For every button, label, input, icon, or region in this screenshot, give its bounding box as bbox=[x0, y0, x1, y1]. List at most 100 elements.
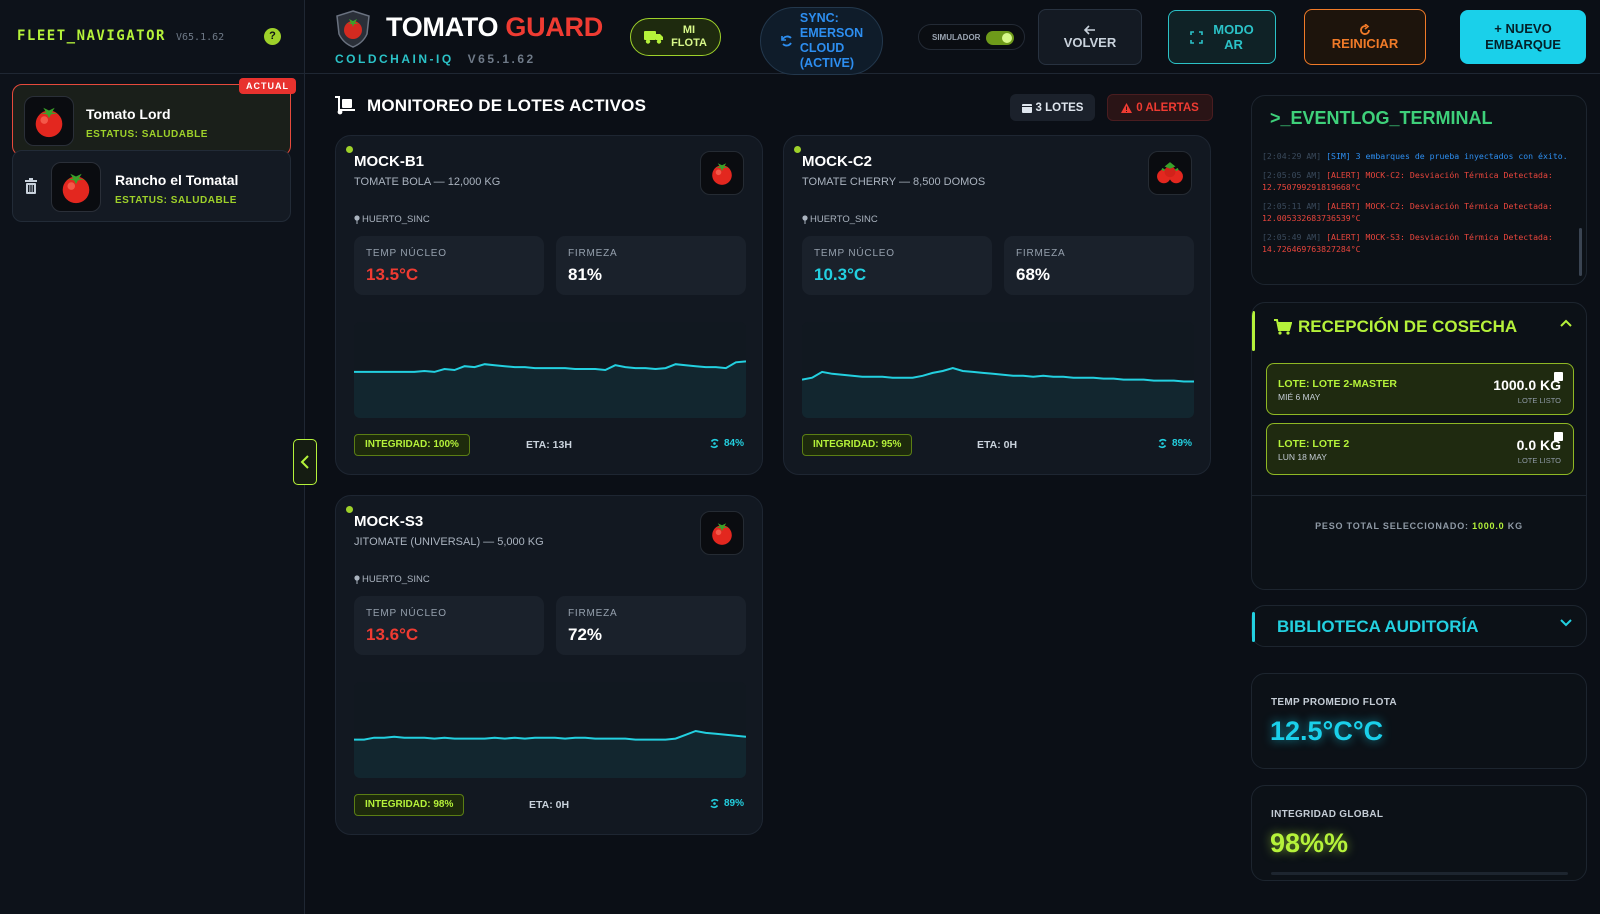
brand-title: TOMATO GUARD bbox=[386, 12, 603, 42]
box-icon bbox=[1021, 103, 1032, 113]
audit-library-panel[interactable]: BIBLIOTECA AUDITORÍA bbox=[1251, 605, 1587, 647]
firmness-metric: FIRMEZA 72% bbox=[556, 596, 746, 655]
simulator-toggle[interactable]: SIMULADOR bbox=[918, 24, 1025, 50]
card-footer: INTEGRIDAD: 95% ETA: 0H 89% bbox=[784, 434, 1210, 458]
shipment-card-mock-b1[interactable]: MOCK-B1 TOMATE BOLA — 12,000 KG HUERTO_S… bbox=[335, 135, 763, 475]
core-temp-metric: TEMP NÚCLEO 13.6°C bbox=[354, 596, 544, 655]
shipment-id: MOCK-C2 bbox=[802, 153, 872, 170]
status-dot bbox=[346, 506, 353, 513]
divider bbox=[1252, 495, 1586, 496]
audit-library-title: BIBLIOTECA AUDITORÍA bbox=[1277, 617, 1479, 636]
lot-checkbox[interactable] bbox=[1554, 432, 1563, 441]
alerts-count-badge[interactable]: 0 ALERTAS bbox=[1107, 94, 1213, 121]
my-fleet-button[interactable]: MI FLOTA bbox=[630, 18, 721, 56]
integrity-badge: INTEGRIDAD: 100% bbox=[354, 434, 470, 456]
refresh-icon bbox=[1360, 23, 1370, 35]
card-footer: INTEGRIDAD: 98% ETA: 0H 89% bbox=[336, 794, 762, 818]
chevron-up-icon[interactable] bbox=[1560, 319, 1572, 327]
eta-label: ETA: 0H bbox=[976, 439, 1018, 451]
trash-icon[interactable] bbox=[24, 178, 38, 194]
core-temp-metric: TEMP NÚCLEO 10.3°C bbox=[802, 236, 992, 295]
log-line: [2:05:11 AM] [ALERT] MOCK-C2: Desviación… bbox=[1262, 201, 1553, 223]
fleet-avg-temp-card: TEMP PROMEDIO FLOTA 12.5°C°C bbox=[1251, 673, 1587, 769]
terminal-scrollbar[interactable] bbox=[1579, 228, 1582, 276]
new-shipment-button[interactable]: + NUEVO EMBARQUE bbox=[1460, 10, 1586, 64]
eta-label: ETA: 13H bbox=[526, 439, 572, 451]
firmness-value: 72% bbox=[568, 625, 603, 644]
lot-date: MIÉ 6 MAY bbox=[1278, 392, 1321, 402]
total-weight-summary: PESO TOTAL SELECCIONADO: 1000.0 KG bbox=[1315, 521, 1523, 531]
trend-area bbox=[802, 368, 1194, 418]
page-title: MONITOREO DE LOTES ACTIVOS bbox=[367, 96, 647, 115]
status-dot bbox=[346, 146, 353, 153]
shipment-location: HUERTO_SINC bbox=[354, 214, 430, 225]
farm-status: ESTATUS: SALUDABLE bbox=[115, 195, 237, 206]
shipment-location: HUERTO_SINC bbox=[354, 574, 430, 585]
sidebar-collapse-button[interactable] bbox=[293, 439, 317, 485]
chevron-down-icon[interactable] bbox=[1560, 619, 1572, 627]
farm-item-rancho-el-tomatal[interactable]: Rancho el Tomatal ESTATUS: SALUDABLE bbox=[12, 150, 291, 222]
core-temp-value: 13.6°C bbox=[366, 625, 419, 644]
log-line: [2:05:49 AM] [ALERT] MOCK-S3: Desviación… bbox=[1262, 232, 1553, 254]
harvest-lot-item[interactable]: LOTE: LOTE 2-MASTER MIÉ 6 MAY 1000.0 KG … bbox=[1266, 363, 1574, 415]
trend-area bbox=[354, 361, 746, 418]
fleet-avg-temp-value: 12.5°C°C bbox=[1270, 716, 1384, 746]
global-integrity-value: 98%% bbox=[1270, 828, 1349, 858]
core-temp-metric: TEMP NÚCLEO 13.5°C bbox=[354, 236, 544, 295]
my-fleet-label: MI FLOTA bbox=[671, 24, 707, 49]
brand-subtitle: COLDCHAIN-IQ V65.1.62 bbox=[335, 52, 536, 66]
lots-count-badge: 3 LOTES bbox=[1010, 94, 1095, 121]
harvest-panel-title[interactable]: RECEPCIÓN DE COSECHA bbox=[1274, 317, 1517, 337]
sidebar-title: FLEET_NAVIGATOR bbox=[17, 28, 166, 44]
shipment-card-mock-s3[interactable]: MOCK-S3 JITOMATE (UNIVERSAL) — 5,000 KG … bbox=[335, 495, 763, 835]
lot-name: LOTE: LOTE 2 bbox=[1278, 438, 1350, 450]
firmness-metric: FIRMEZA 68% bbox=[1004, 236, 1194, 295]
tomato-icon bbox=[700, 511, 744, 555]
farm-name: Rancho el Tomatal bbox=[115, 172, 239, 188]
sidebar: FLEET_NAVIGATOR V65.1.62 ? ACTUAL Tomato… bbox=[0, 0, 305, 914]
help-icon[interactable]: ? bbox=[264, 28, 281, 45]
cart-icon bbox=[1274, 319, 1292, 335]
event-log-terminal[interactable]: >_EVENTLOG_TERMINAL [2:04:29 AM] [SIM] 3… bbox=[1251, 95, 1587, 285]
restart-button[interactable]: REINICIAR bbox=[1304, 9, 1426, 65]
status-dot bbox=[794, 146, 801, 153]
back-button[interactable]: VOLVER bbox=[1038, 9, 1142, 65]
pin-icon bbox=[802, 215, 808, 224]
global-integrity-card: INTEGRIDAD GLOBAL 98%% bbox=[1251, 785, 1587, 881]
integrity-progress-bar bbox=[1271, 872, 1568, 875]
simulator-switch[interactable] bbox=[986, 31, 1014, 45]
fullscreen-icon bbox=[1190, 30, 1204, 44]
sync-status-button[interactable]: SYNC: EMERSON CLOUD (ACTIVE) bbox=[760, 7, 883, 75]
lot-status: LOTE LISTO bbox=[1517, 456, 1561, 465]
signal-icon bbox=[710, 798, 719, 809]
shipment-id: MOCK-B1 bbox=[354, 153, 424, 170]
farm-item-tomato-lord[interactable]: ACTUAL Tomato Lord ESTATUS: SALUDABLE bbox=[12, 78, 296, 156]
lot-weight: 1000.0 KG bbox=[1493, 377, 1561, 393]
sidebar-version: V65.1.62 bbox=[176, 32, 225, 43]
new-shipment-label: + NUEVO EMBARQUE bbox=[1485, 21, 1561, 52]
temperature-trend-chart bbox=[802, 322, 1194, 418]
farm-name: Tomato Lord bbox=[86, 106, 171, 122]
restart-label: REINICIAR bbox=[1331, 35, 1399, 51]
ar-mode-button[interactable]: MODO AR bbox=[1168, 10, 1276, 64]
pin-icon bbox=[354, 215, 360, 224]
cherry-tomato-icon bbox=[1148, 151, 1192, 195]
log-line: [2:05:05 AM] [ALERT] MOCK-C2: Desviación… bbox=[1262, 170, 1553, 192]
shield-logo-icon bbox=[336, 10, 370, 48]
kpi-label: TEMP PROMEDIO FLOTA bbox=[1271, 697, 1397, 708]
harvest-lot-item[interactable]: LOTE: LOTE 2 LUN 18 MAY 0.0 KG LOTE LIST… bbox=[1266, 423, 1574, 475]
shipment-card-mock-c2[interactable]: MOCK-C2 TOMATE CHERRY — 8,500 DOMOS HUER… bbox=[783, 135, 1211, 475]
integrity-badge: INTEGRIDAD: 95% bbox=[802, 434, 913, 456]
signal-indicator: 89% bbox=[1157, 438, 1192, 449]
firmness-value: 68% bbox=[1016, 265, 1051, 284]
core-temp-value: 13.5°C bbox=[366, 265, 419, 284]
trend-area bbox=[354, 731, 746, 778]
lot-name: LOTE: LOTE 2-MASTER bbox=[1278, 378, 1397, 390]
sync-label: SYNC: EMERSON CLOUD (ACTIVE) bbox=[799, 11, 864, 70]
truck-icon bbox=[644, 31, 664, 44]
trend-line bbox=[354, 729, 746, 741]
signal-icon bbox=[710, 438, 719, 449]
lot-checkbox[interactable] bbox=[1554, 372, 1563, 381]
temperature-trend-chart bbox=[354, 682, 746, 778]
lot-weight: 0.0 KG bbox=[1516, 437, 1561, 453]
